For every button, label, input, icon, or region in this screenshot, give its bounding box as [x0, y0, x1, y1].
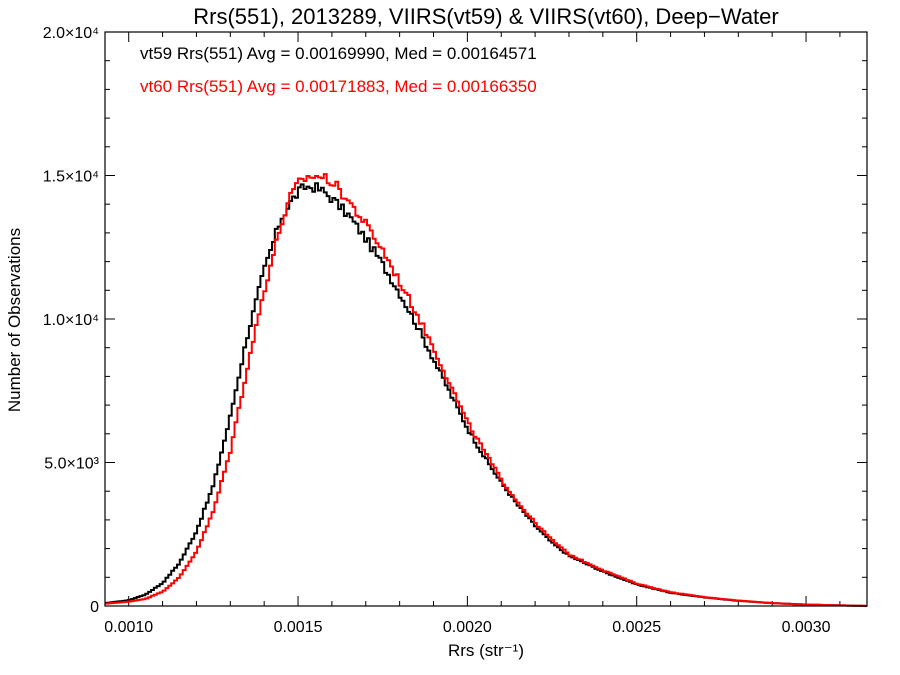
- y-tick-label-1: 5.0×10³: [44, 456, 99, 473]
- y-axis-label: Number of Observations: [5, 228, 24, 412]
- series-line-vt59: [105, 182, 867, 607]
- y-tick-label-4: 2.0×10⁴: [43, 25, 99, 42]
- y-tick-label-0: 0: [90, 599, 99, 616]
- y-tick-label-2: 1.0×10⁴: [43, 312, 99, 329]
- chart-title: Rrs(551), 2013289, VIIRS(vt59) & VIIRS(v…: [193, 4, 778, 29]
- annotation-vt60: vt60 Rrs(551) Avg = 0.00171883, Med = 0.…: [140, 77, 537, 96]
- x-tick-label-2: 0.0020: [443, 619, 492, 636]
- x-tick-label-3: 0.0025: [612, 619, 661, 636]
- x-tick-label-4: 0.0030: [782, 619, 831, 636]
- annotation-vt59: vt59 Rrs(551) Avg = 0.00169990, Med = 0.…: [140, 44, 537, 63]
- x-axis-label: Rrs (str⁻¹): [448, 641, 524, 660]
- x-tick-label-1: 0.0015: [274, 619, 323, 636]
- series-line-vt60: [105, 173, 867, 607]
- x-tick-label-0: 0.0010: [104, 619, 153, 636]
- y-tick-label-3: 1.5×10⁴: [43, 169, 99, 186]
- plot-frame: [104, 31, 868, 607]
